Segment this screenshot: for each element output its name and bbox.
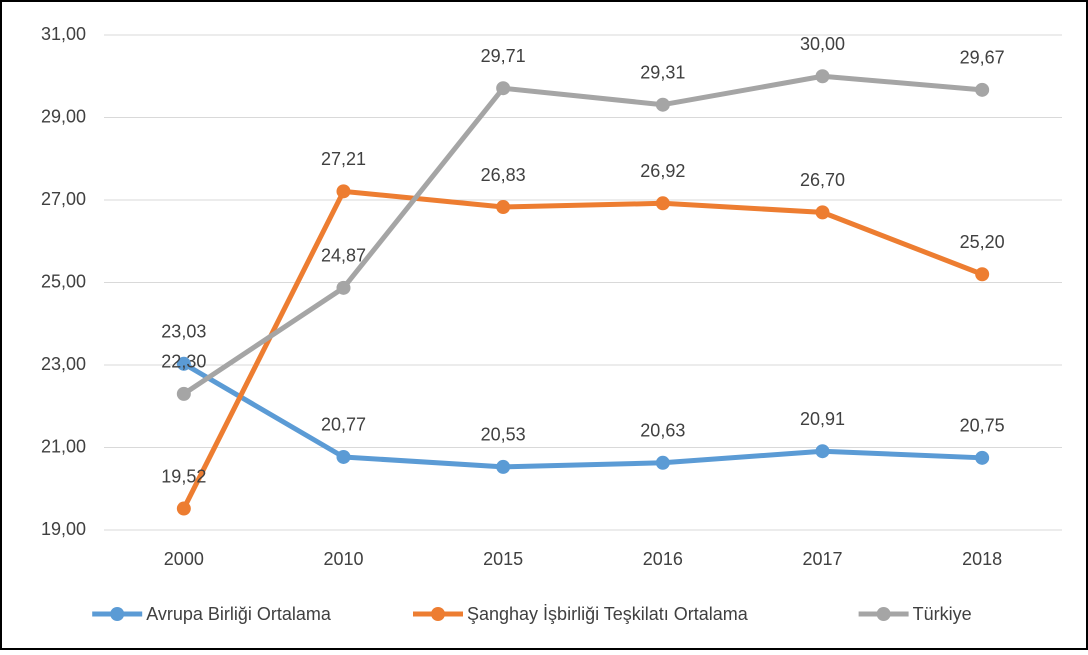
legend-marker — [431, 607, 445, 621]
data-point — [975, 450, 990, 465]
data-label: 25,20 — [960, 232, 1005, 252]
series-line — [182, 361, 983, 470]
data-point — [496, 459, 511, 474]
data-label: 20,91 — [800, 409, 845, 429]
x-tick-label: 2017 — [802, 549, 842, 569]
data-point — [655, 455, 670, 470]
y-tick-label: 25,00 — [41, 271, 86, 291]
series-line — [182, 73, 983, 396]
data-point — [815, 205, 830, 220]
data-point — [655, 196, 670, 211]
data-point — [815, 69, 830, 84]
data-label: 30,00 — [800, 34, 845, 54]
data-label: 26,92 — [640, 161, 685, 181]
x-tick-label: 2000 — [164, 549, 204, 569]
data-label: 20,53 — [481, 425, 526, 445]
data-point — [176, 501, 191, 516]
data-label: 29,31 — [640, 62, 685, 82]
data-point — [336, 280, 351, 295]
data-label: 23,03 — [161, 322, 206, 342]
y-tick-label: 19,00 — [41, 519, 86, 539]
legend-marker — [110, 607, 125, 621]
data-label: 24,87 — [321, 246, 366, 266]
x-tick-label: 2018 — [962, 549, 1002, 569]
y-tick-label: 27,00 — [41, 189, 86, 209]
data-label: 20,63 — [640, 421, 685, 441]
data-label: 27,21 — [321, 149, 366, 169]
legend-label: Türkiye — [913, 604, 972, 624]
legend-marker — [876, 607, 891, 621]
data-point — [975, 267, 990, 282]
data-point — [975, 82, 990, 97]
data-point — [336, 449, 351, 464]
data-label: 26,70 — [800, 170, 845, 190]
data-point — [655, 97, 670, 112]
data-point — [815, 444, 830, 459]
legend-label: Şanghay İşbirliği Teşkilatı Ortalama — [467, 604, 749, 624]
data-point — [176, 386, 191, 401]
data-point — [496, 200, 511, 215]
y-tick-label: 31,00 — [41, 24, 86, 44]
y-tick-label: 23,00 — [41, 354, 86, 374]
y-tick-label: 21,00 — [41, 436, 86, 456]
data-label: 22,30 — [161, 352, 206, 372]
data-label: 29,67 — [960, 48, 1005, 68]
data-point — [176, 356, 191, 371]
data-point — [496, 81, 511, 96]
series-line — [181, 188, 984, 510]
legend-label: Avrupa Birliği Ortalama — [146, 604, 332, 624]
data-label: 20,75 — [960, 416, 1005, 436]
x-tick-label: 2016 — [643, 549, 683, 569]
x-tick-label: 2015 — [483, 549, 523, 569]
y-tick-label: 29,00 — [41, 106, 86, 126]
data-label: 20,77 — [321, 415, 366, 435]
data-label: 29,71 — [481, 46, 526, 66]
data-label: 19,52 — [161, 466, 206, 486]
data-point — [336, 184, 351, 199]
x-tick-label: 2010 — [323, 549, 363, 569]
data-label: 26,83 — [481, 165, 526, 185]
